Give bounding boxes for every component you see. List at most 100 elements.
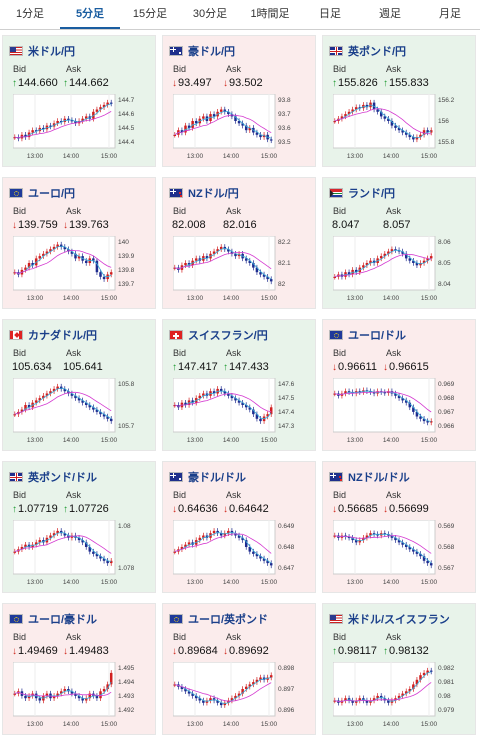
currency-card[interactable]: NZドル/ドル Bid Ask ↓0.56685 ↓0.56699 13:00 14:00 1…: [322, 461, 476, 593]
candle-body: [184, 402, 187, 405]
tab-6[interactable]: 週足: [379, 8, 401, 20]
eu-flag-icon: [169, 614, 183, 624]
y-tick-label: 0.98: [438, 693, 451, 700]
tab-4[interactable]: 1時間足: [250, 8, 290, 20]
candlestick-chart: 13:00 14:00 15:00 1.495 1.494 1.493 1.492: [13, 662, 135, 728]
ask-label: Ask: [66, 490, 82, 500]
candle-body: [99, 107, 102, 110]
bid-price: ↓1.49469: [12, 645, 58, 657]
pair-name[interactable]: NZドル/ドル: [348, 472, 410, 484]
bid-label: Bid: [173, 206, 187, 216]
candle-body: [67, 118, 70, 121]
card-header: NZドル/円: [169, 186, 239, 200]
currency-card[interactable]: ユーロ/英ポンド Bid Ask ↓0.89684 ↓0.89692 13:00 14:00…: [162, 603, 316, 735]
up-arrow-icon: ↑: [332, 78, 337, 89]
pair-name[interactable]: ユーロ/豪ドル: [28, 614, 98, 626]
bid-price: 82.008: [172, 219, 206, 231]
candle-body: [351, 109, 354, 112]
candle-body: [408, 547, 412, 550]
tab-3[interactable]: 30分足: [192, 8, 228, 20]
au-flag-icon: [169, 46, 183, 56]
candle-body: [255, 679, 259, 683]
currency-card[interactable]: 英ポンド/円 Bid Ask ↑155.826 ↑155.833 13:00 14:00 15…: [322, 35, 476, 167]
bid-value: 0.89684: [178, 645, 218, 657]
pair-name[interactable]: ランド/円: [348, 188, 396, 200]
y-tick-label: 140: [118, 239, 129, 246]
candle-body: [404, 691, 408, 694]
pair-name[interactable]: 英ポンド/ドル: [28, 472, 98, 484]
pair-name[interactable]: カナダドル/円: [28, 330, 98, 342]
candle-body: [390, 249, 394, 252]
y-tick-label: 0.981: [438, 679, 455, 686]
candle-body: [351, 537, 354, 541]
candle-body: [415, 263, 419, 266]
currency-card[interactable]: カナダドル/円 Bid Ask 105.634 105.641 13:00 14:00 15:…: [2, 319, 156, 451]
candle-body: [248, 684, 252, 687]
y-tick-label: 93.6: [278, 125, 291, 132]
down-arrow-icon: ↓: [12, 646, 17, 657]
pair-name[interactable]: 米ドル/スイスフラン: [348, 614, 450, 626]
candle-body: [63, 246, 67, 250]
pair-name[interactable]: 豪ドル/円: [188, 46, 236, 58]
candle-body: [67, 391, 70, 394]
ask-value: 1.07726: [69, 503, 109, 515]
candle-body: [426, 670, 429, 673]
currency-card[interactable]: NZドル/円 Bid Ask 82.008 82.016 13:00 14:00 15:00 8…: [162, 177, 316, 309]
up-arrow-icon: ↑: [63, 78, 68, 89]
candle-body: [362, 537, 365, 541]
candle-body: [24, 695, 27, 699]
pair-name[interactable]: 米ドル/円: [28, 46, 76, 58]
candle-body: [259, 677, 262, 680]
tab-7[interactable]: 月足: [439, 8, 461, 20]
down-arrow-icon: ↓: [332, 362, 337, 373]
pair-name[interactable]: ユーロ/円: [28, 188, 76, 200]
candle-body: [404, 400, 408, 403]
candlestick-chart: 13:00 14:00 15:00 0.982 0.981 0.98 0.979: [333, 662, 455, 728]
tab-1[interactable]: 5分足: [60, 0, 120, 29]
pair-name[interactable]: ユーロ/ドル: [348, 330, 407, 342]
x-tick-label: 14:00: [383, 579, 400, 586]
bid-label: Bid: [333, 206, 347, 216]
currency-card[interactable]: 豪ドル/円 Bid Ask ↓93.497 ↓93.502 13:00 14:00 15:00…: [162, 35, 316, 167]
currency-card[interactable]: ランド/円 Bid Ask 8.047 8.057 13:00 14:00 15:00 8.06…: [322, 177, 476, 309]
candle-body: [255, 414, 259, 419]
candle-body: [24, 544, 27, 547]
ma-long-line: [334, 253, 432, 278]
candle-body: [365, 700, 369, 703]
candle-body: [408, 258, 412, 261]
currency-card[interactable]: 米ドル/スイスフラン Bid Ask ↑0.98117 ↑0.98132 13:00 14:…: [322, 603, 476, 735]
pair-name[interactable]: ユーロ/英ポンド: [188, 614, 269, 626]
currency-card[interactable]: 英ポンド/ドル Bid Ask ↑1.07719 ↑1.07726 13:00 14:00 1…: [2, 461, 156, 593]
candle-body: [88, 693, 92, 699]
currency-card[interactable]: 米ドル/円 Bid Ask ↑144.660 ↑144.662 13:00 14:00 15:…: [2, 35, 156, 167]
candle-body: [259, 134, 262, 138]
tab-5[interactable]: 日足: [319, 8, 341, 20]
candle-body: [191, 693, 194, 696]
plot-area: [333, 662, 436, 717]
candle-body: [84, 116, 88, 119]
candle-body: [252, 551, 255, 554]
y-tick-label: 1.493: [118, 693, 135, 700]
pair-name[interactable]: スイスフラン/円: [188, 330, 268, 342]
pair-name[interactable]: 英ポンド/円: [348, 46, 407, 58]
pair-name[interactable]: 豪ドル/ドル: [188, 472, 247, 484]
ask-price: ↓1.49483: [63, 645, 109, 657]
y-tick-label: 0.966: [438, 423, 455, 430]
eu-flag-icon: [9, 188, 23, 198]
bid-price: ↓93.497: [172, 77, 212, 89]
currency-card[interactable]: 豪ドル/ドル Bid Ask ↓0.64636 ↓0.64642 13:00 14:00 15…: [162, 461, 316, 593]
plot-area: [173, 94, 276, 149]
candlestick-chart: 13:00 14:00 15:00 8.06 8.05 8.04: [333, 236, 451, 302]
tab-2[interactable]: 15分足: [132, 8, 168, 20]
candle-body: [102, 104, 106, 108]
candle-body: [74, 253, 77, 259]
currency-card[interactable]: ユーロ/ドル Bid Ask ↓0.96611 ↓0.96615 13:00 14:00 15…: [322, 319, 476, 451]
currency-card[interactable]: ユーロ/円 Bid Ask ↓139.759 ↓139.763 13:00 14:00 15:…: [2, 177, 156, 309]
candle-body: [13, 414, 17, 416]
tab-0[interactable]: 1分足: [15, 8, 45, 20]
pair-name[interactable]: NZドル/円: [188, 188, 239, 200]
candle-body: [429, 421, 433, 423]
currency-card[interactable]: ユーロ/豪ドル Bid Ask ↓1.49469 ↓1.49483 13:00 14:00 1…: [2, 603, 156, 735]
currency-card[interactable]: スイスフラン/円 Bid Ask ↑147.417 ↑147.433 13:00 14:00…: [162, 319, 316, 451]
y-tick-label: 0.979: [438, 707, 455, 714]
